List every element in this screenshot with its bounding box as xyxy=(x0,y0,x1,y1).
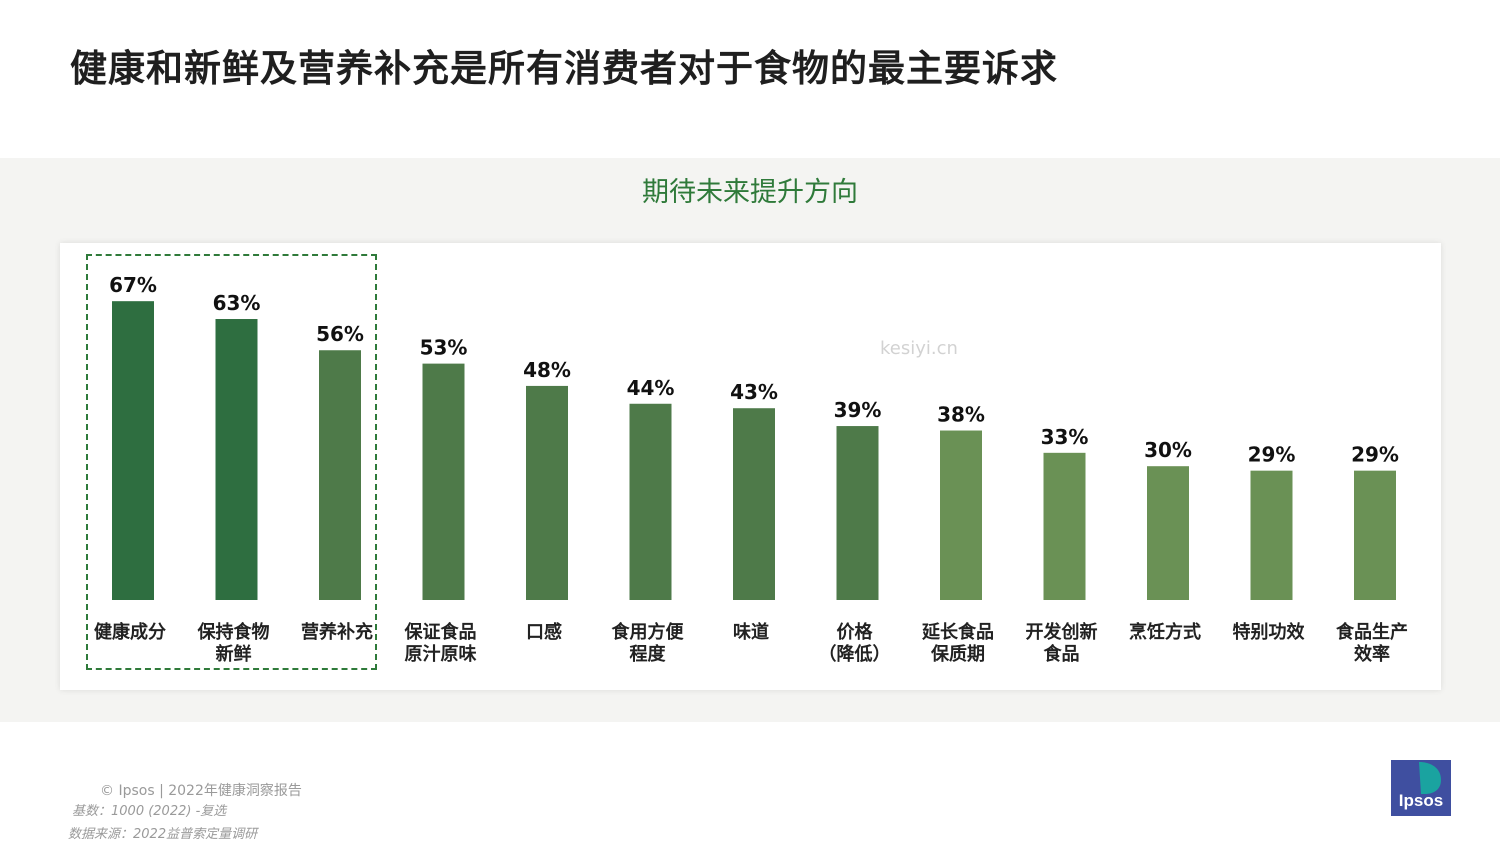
ipsos-logo: Ipsos xyxy=(1391,760,1451,816)
bar xyxy=(422,363,465,600)
category-label: 新鲜 xyxy=(216,643,252,665)
bar-value-label: 67% xyxy=(109,273,157,297)
highlight-box xyxy=(86,254,377,670)
category-label: 延长食品 xyxy=(921,621,994,643)
category-label: 保持食物 xyxy=(197,621,270,643)
bar-value-label: 38% xyxy=(937,403,985,427)
category-label: 食用方便 xyxy=(611,621,685,643)
bar-value-label: 29% xyxy=(1351,443,1399,467)
bar-value-label: 33% xyxy=(1041,425,1089,449)
bar-value-label: 30% xyxy=(1144,438,1192,462)
category-label: 价格 xyxy=(837,621,874,643)
category-label: 健康成分 xyxy=(94,621,166,643)
bar xyxy=(836,426,879,600)
logo-accent xyxy=(1419,762,1441,794)
category-label: 原汁原味 xyxy=(405,643,477,665)
category-label: 保质期 xyxy=(930,643,985,665)
category-label: 开发创新 xyxy=(1026,621,1098,643)
bar xyxy=(1043,452,1086,600)
bar-value-label: 29% xyxy=(1248,443,1296,467)
category-label: 营养补充 xyxy=(301,621,373,643)
footer-base: 基数：1000 (2022) -复选 xyxy=(72,804,227,819)
logo-text: Ipsos xyxy=(1399,791,1443,810)
category-label: 烹饪方式 xyxy=(1129,621,1201,643)
bar xyxy=(1250,470,1293,600)
category-label: 程度 xyxy=(630,643,667,665)
category-label: （降低） xyxy=(819,643,891,665)
bar xyxy=(1147,466,1189,600)
bar-value-label: 56% xyxy=(316,322,364,346)
bar-value-label: 39% xyxy=(834,398,882,422)
bar xyxy=(940,430,982,600)
bar xyxy=(215,319,258,600)
category-label: 口感 xyxy=(526,621,562,643)
bar xyxy=(112,301,154,600)
bar xyxy=(1354,470,1396,600)
bar xyxy=(526,385,568,600)
footer-source: 数据来源：2022益普索定量调研 xyxy=(68,827,258,842)
watermark: kesiyi.cn xyxy=(880,338,958,359)
bar-value-label: 53% xyxy=(420,336,468,360)
bar xyxy=(629,403,672,600)
bar-value-label: 63% xyxy=(213,291,261,315)
category-label: 味道 xyxy=(733,621,769,643)
page-title: 健康和新鲜及营养补充是所有消费者对于食物的最主要诉求 xyxy=(70,47,1058,90)
bar-value-label: 43% xyxy=(730,380,778,404)
bar xyxy=(319,350,361,600)
category-label: 效率 xyxy=(1354,643,1390,665)
category-label: 特别功效 xyxy=(1233,621,1306,643)
chart-title: 期待未来提升方向 xyxy=(642,177,858,208)
bar-value-label: 48% xyxy=(523,358,571,382)
footer-copyright: © Ipsos | 2022年健康洞察报告 xyxy=(100,783,302,799)
bar xyxy=(733,408,775,600)
category-label: 保证食品 xyxy=(404,621,477,643)
category-label: 食品生产 xyxy=(1335,621,1408,643)
bar-value-label: 44% xyxy=(627,376,675,400)
category-label: 食品 xyxy=(1043,643,1080,665)
